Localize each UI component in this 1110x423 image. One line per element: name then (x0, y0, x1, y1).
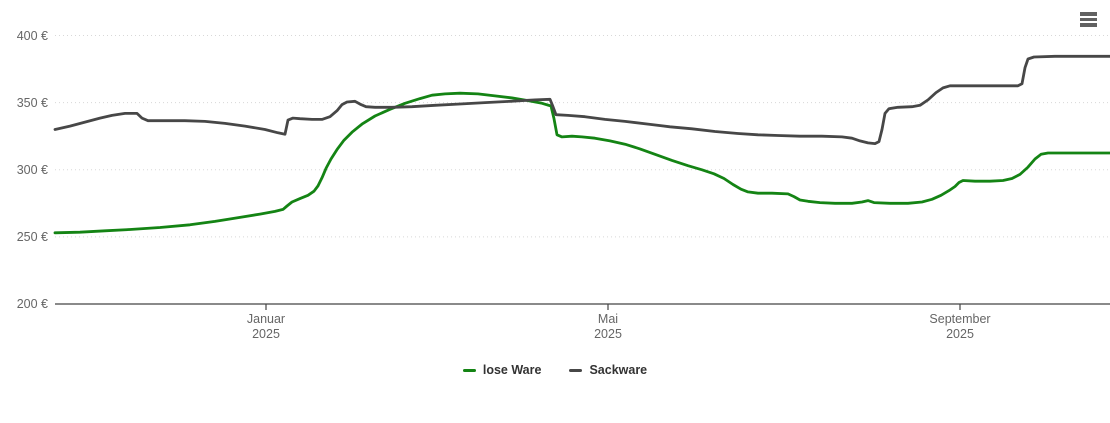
y-axis-label: 400 € (16, 28, 48, 43)
chart-context-menu-button[interactable] (1077, 9, 1099, 30)
x-axis-month: Januar (246, 312, 286, 326)
series-line-lose-ware (53, 91, 1110, 235)
x-axis-year: 2025 (946, 327, 974, 341)
x-axis-label-mai: Mai 2025 (548, 312, 668, 342)
y-axis-label: 350 € (16, 95, 48, 110)
legend-item-lose-ware[interactable]: lose Ware (462, 363, 542, 377)
sackware-line-swatch-icon (569, 368, 583, 372)
legend: lose Ware Sackware (0, 363, 1110, 377)
x-axis-year: 2025 (594, 327, 622, 341)
lose-ware-line-swatch-icon (462, 368, 476, 372)
x-axis-label-januar: Januar 2025 (206, 312, 326, 342)
x-axis-month: Mai (597, 312, 619, 326)
y-axis-label: 300 € (16, 162, 48, 177)
legend-label: Sackware (589, 363, 648, 377)
hamburger-menu-icon (1079, 17, 1097, 22)
y-axis-label: 250 € (16, 229, 48, 244)
hamburger-menu-icon (1079, 12, 1097, 16)
legend-item-sackware[interactable]: Sackware (569, 363, 647, 377)
y-axis-label: 200 € (16, 297, 48, 311)
legend-label: lose Ware (482, 363, 542, 377)
x-axis-label-september: September 2025 (900, 312, 1020, 342)
x-axis-month: September (929, 312, 991, 326)
series-line-sackware (53, 54, 1110, 145)
hamburger-menu-icon (1079, 23, 1097, 27)
x-axis-year: 2025 (252, 327, 280, 341)
